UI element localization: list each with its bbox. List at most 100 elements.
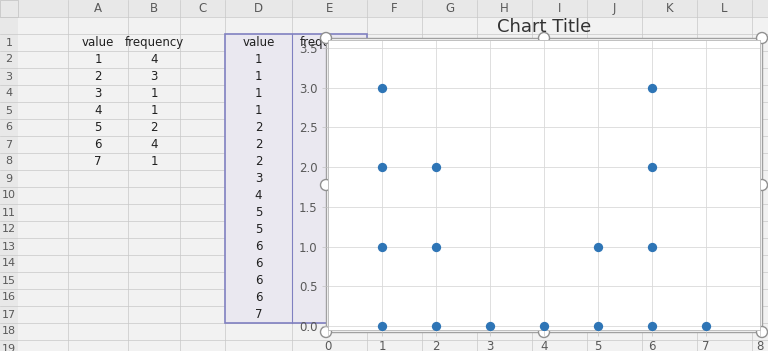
Text: value: value [243, 36, 275, 49]
Text: 2: 2 [326, 87, 333, 100]
Text: G: G [445, 2, 454, 15]
Text: 1: 1 [151, 104, 157, 117]
Circle shape [756, 179, 767, 191]
Text: 18: 18 [2, 326, 16, 337]
Text: 4: 4 [255, 189, 262, 202]
Point [646, 85, 658, 91]
Text: 8: 8 [5, 157, 12, 166]
Text: 1: 1 [255, 104, 262, 117]
Text: 2: 2 [255, 155, 262, 168]
Text: 4: 4 [5, 88, 12, 99]
Text: 7: 7 [5, 139, 12, 150]
Text: 6: 6 [255, 257, 262, 270]
Text: 2: 2 [255, 121, 262, 134]
Text: 0: 0 [326, 189, 333, 202]
Text: 5: 5 [5, 106, 12, 115]
Text: 6: 6 [255, 291, 262, 304]
Text: 1: 1 [255, 87, 262, 100]
Point [376, 164, 388, 170]
Circle shape [320, 179, 332, 191]
Text: 0: 0 [326, 172, 333, 185]
Text: 11: 11 [2, 207, 16, 218]
Text: 2: 2 [94, 70, 101, 83]
Text: 2: 2 [151, 121, 157, 134]
Point [646, 244, 658, 249]
Text: 19: 19 [2, 344, 16, 351]
Title: Chart Title: Chart Title [497, 18, 591, 36]
Point [700, 323, 712, 329]
Point [376, 85, 388, 91]
Text: B: B [150, 2, 158, 15]
Text: H: H [500, 2, 509, 15]
Text: 6: 6 [255, 240, 262, 253]
Bar [0, 17, 18, 351]
Text: 10: 10 [2, 191, 16, 200]
Circle shape [538, 326, 549, 338]
Bar [225, 34, 367, 323]
Circle shape [756, 326, 767, 338]
Text: I: I [558, 2, 561, 15]
Bar [0, 0, 18, 17]
Text: frequency: frequency [124, 36, 184, 49]
Text: C: C [198, 2, 207, 15]
Text: 13: 13 [2, 241, 16, 252]
Text: 3: 3 [326, 104, 333, 117]
Text: 7: 7 [255, 308, 262, 321]
Point [430, 244, 442, 249]
Text: 5: 5 [255, 206, 262, 219]
Text: 12: 12 [2, 225, 16, 234]
Text: A: A [94, 2, 102, 15]
Text: 7: 7 [94, 155, 101, 168]
Point [538, 323, 550, 329]
Point [484, 323, 496, 329]
Point [376, 244, 388, 249]
Point [592, 323, 604, 329]
Text: 6: 6 [94, 138, 101, 151]
Text: 2: 2 [5, 54, 12, 65]
Bar [326, 38, 762, 332]
Text: 2: 2 [255, 138, 262, 151]
Text: 17: 17 [2, 310, 16, 319]
Text: 5: 5 [255, 223, 262, 236]
Text: 3: 3 [5, 72, 12, 81]
Text: frequency: frequency [300, 36, 359, 49]
Text: 3: 3 [151, 70, 157, 83]
Circle shape [320, 326, 332, 338]
Text: 6: 6 [255, 274, 262, 287]
Text: 2: 2 [326, 274, 333, 287]
Text: 0: 0 [326, 240, 333, 253]
Text: 9: 9 [5, 173, 12, 184]
Text: J: J [613, 2, 616, 15]
Text: 1: 1 [255, 53, 262, 66]
Text: 4: 4 [151, 138, 157, 151]
Point [430, 164, 442, 170]
Text: 0: 0 [326, 308, 333, 321]
Text: 3: 3 [255, 172, 262, 185]
Text: 1: 1 [326, 70, 333, 83]
Point [592, 244, 604, 249]
Text: 0: 0 [326, 206, 333, 219]
Text: D: D [254, 2, 263, 15]
Point [646, 323, 658, 329]
Bar [0, 0, 768, 17]
Text: 16: 16 [2, 292, 16, 303]
Text: 1: 1 [326, 257, 333, 270]
Text: 1: 1 [151, 87, 157, 100]
Text: 5: 5 [94, 121, 101, 134]
Text: 1: 1 [255, 70, 262, 83]
Text: 15: 15 [2, 276, 16, 285]
Text: 4: 4 [151, 53, 157, 66]
Text: 1: 1 [151, 155, 157, 168]
Point [646, 164, 658, 170]
Text: 1: 1 [94, 53, 101, 66]
Text: L: L [721, 2, 728, 15]
Circle shape [320, 33, 332, 44]
Text: 1: 1 [326, 223, 333, 236]
Text: E: E [326, 2, 333, 15]
Text: 4: 4 [94, 104, 101, 117]
Circle shape [756, 33, 767, 44]
Text: 6: 6 [5, 122, 12, 132]
Point [376, 323, 388, 329]
Text: 1: 1 [5, 38, 12, 47]
Text: 3: 3 [94, 87, 101, 100]
